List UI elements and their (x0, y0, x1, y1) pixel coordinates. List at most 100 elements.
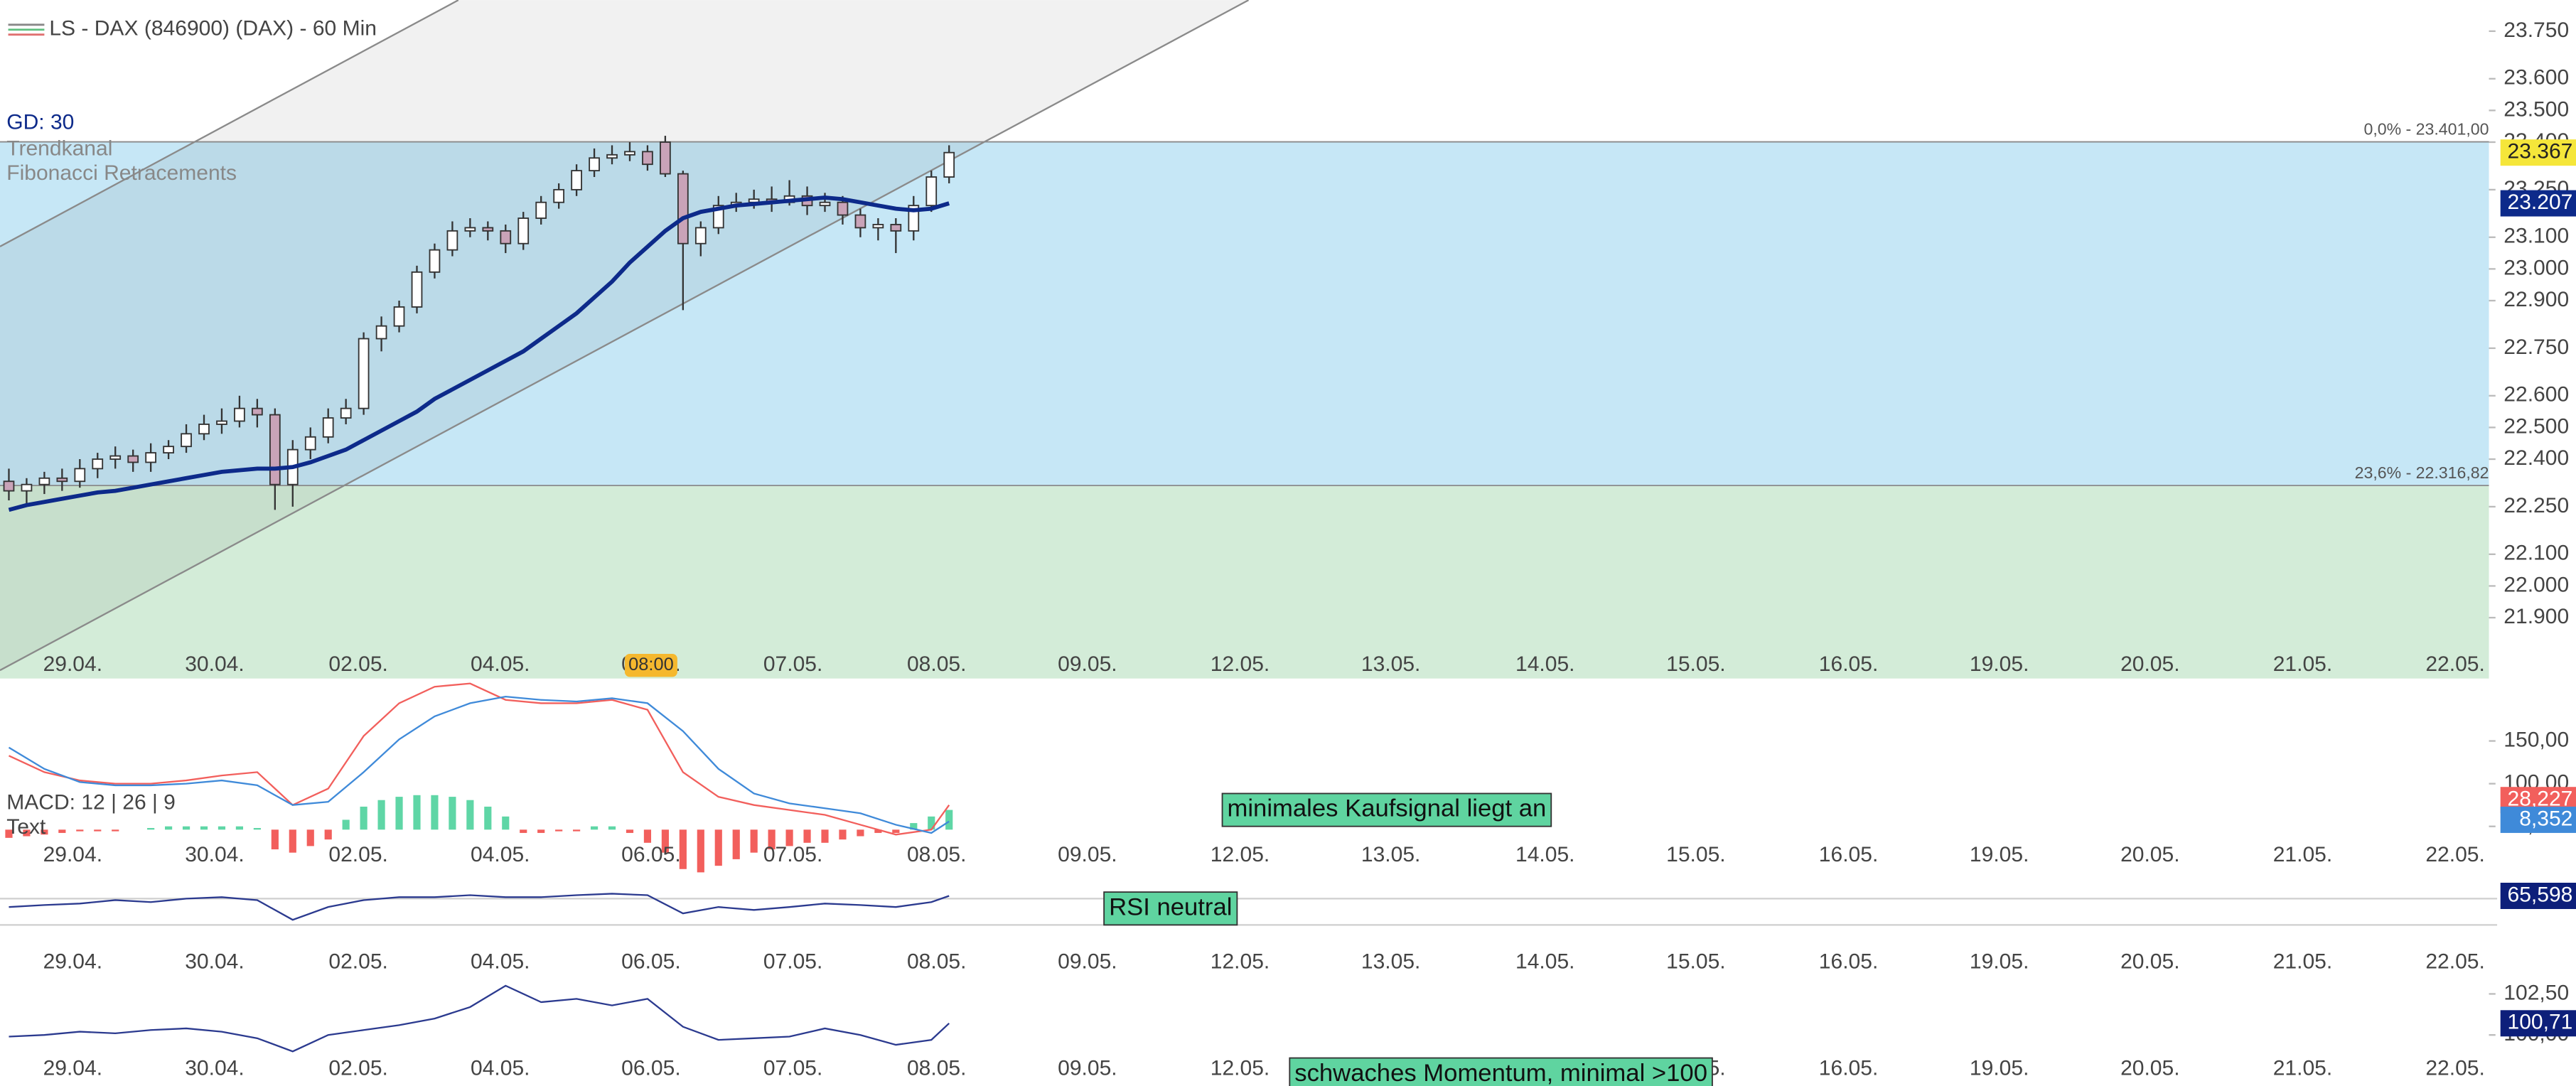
candle-body (340, 407, 352, 419)
x-tick-label: 19.05. (1970, 652, 2029, 676)
candle-body (872, 224, 884, 229)
candle-body (252, 407, 263, 416)
series-line (9, 893, 950, 921)
candle-body (660, 141, 671, 175)
histogram-bar (218, 826, 226, 830)
x-tick-label: 06.05. (621, 950, 681, 973)
annotation-box (1289, 1057, 1713, 1086)
y-tick-label: 22.000 (2503, 573, 2569, 596)
histogram-bar (413, 795, 421, 830)
histogram-bar (608, 826, 616, 830)
x-tick-label: 12.05. (1211, 1057, 1270, 1080)
histogram-bar (5, 829, 13, 838)
x-tick-label: 08.05. (907, 843, 967, 866)
x-tick-label: 21.05. (2273, 950, 2333, 973)
x-tick-label: 07.05. (763, 950, 823, 973)
x-tick-label: 06.05. (621, 1057, 681, 1080)
histogram-bar (573, 829, 581, 832)
x-tick-label: 07.05. (763, 843, 823, 866)
candle-body (21, 483, 33, 492)
candle-body (269, 414, 281, 485)
histogram-bar (324, 829, 332, 840)
fib-band (0, 485, 2489, 679)
series-line (9, 984, 950, 1053)
price-badge-label: 23.207 (2508, 190, 2573, 214)
histogram-bar (502, 816, 510, 830)
x-tick-label: 21.05. (2273, 652, 2333, 676)
histogram-bar (165, 826, 173, 830)
annotation: schwaches Momentum, minimal >100 (1294, 1060, 1707, 1086)
annotation-box (1103, 891, 1238, 926)
histogram-bar (466, 800, 474, 830)
x-tick-label: 02.05. (328, 1057, 388, 1080)
y-tick-label: 23.100 (2503, 225, 2569, 248)
x-tick-label: 06.05. (621, 843, 681, 866)
y-tick-label: 23.600 (2503, 66, 2569, 90)
time-marker-box (624, 654, 677, 677)
candle-body (216, 420, 227, 425)
price-badge-label: 8,352 (2519, 807, 2572, 830)
macd-subtitle: Text (6, 815, 46, 839)
x-tick-label: 20.05. (2120, 950, 2180, 973)
x-tick-label: 14.05. (1515, 843, 1575, 866)
y-tick-label: 23.750 (2503, 18, 2569, 42)
candle-body (446, 230, 458, 251)
x-tick-label: 02.05. (328, 950, 388, 973)
x-tick-label: 09.05. (1058, 652, 1117, 676)
x-tick-label: 30.04. (185, 950, 245, 973)
x-tick-label: 21.05. (2273, 843, 2333, 866)
x-tick-label: 08.05. (907, 652, 967, 676)
candle-body (375, 325, 387, 340)
histogram-bar (76, 829, 84, 832)
macd-title: MACD: 12 | 26 | 9 (6, 790, 176, 814)
candle-body (837, 201, 849, 216)
fib-band (0, 141, 2489, 486)
x-tick-label: 29.04. (43, 652, 103, 676)
histogram-bar (520, 829, 527, 833)
fib-label: 23,6% - 22.316,82 (2355, 463, 2489, 482)
x-tick-label: 02.05. (328, 652, 388, 676)
x-tick-label: 09.05. (1058, 1057, 1117, 1080)
price-badge (2500, 883, 2576, 909)
price-badge (2500, 806, 2576, 833)
x-tick-label: 12.05. (1211, 843, 1270, 866)
x-tick-label: 04.05. (471, 652, 530, 676)
y-tick-label: 150,00 (2503, 728, 2569, 751)
y-tick-label: 102,50 (2503, 981, 2569, 1004)
y-tick-label: 23.500 (2503, 97, 2569, 121)
histogram-bar (874, 829, 882, 833)
x-tick-label: 04.05. (471, 1057, 530, 1080)
histogram-bar (484, 806, 492, 830)
histogram-bar (661, 829, 669, 853)
candle-body (322, 417, 334, 438)
y-tick-label: 22.500 (2503, 414, 2569, 438)
histogram-bar (928, 816, 935, 830)
x-tick-label: 15.05. (1666, 652, 1726, 676)
histogram-bar (803, 829, 811, 843)
y-tick-label: 22.100 (2503, 542, 2569, 565)
candle-body (624, 151, 635, 156)
histogram-bar (750, 829, 758, 853)
price-badge-label: 65,598 (2508, 883, 2573, 906)
histogram-bar (112, 829, 119, 832)
candle-body (358, 338, 370, 409)
annotation: RSI neutral (1109, 893, 1232, 920)
x-tick-label: 02.05. (328, 843, 388, 866)
histogram-bar (200, 826, 208, 830)
y-tick-label: 21.900 (2503, 605, 2569, 628)
annotation: minimales Kaufsignal liegt an (1227, 795, 1546, 822)
x-tick-label: 04.05. (471, 843, 530, 866)
x-tick-label: 30.04. (185, 1057, 245, 1080)
x-tick-label: 19.05. (1970, 843, 2029, 866)
histogram-bar (555, 829, 563, 832)
candle-body (943, 151, 955, 178)
histogram-bar (395, 797, 403, 830)
histogram-bar (253, 827, 261, 830)
y-tick-label: 23.000 (2503, 256, 2569, 279)
x-tick-label: 14.05. (1515, 950, 1575, 973)
candle-body (411, 271, 423, 308)
fib-bands (0, 141, 2489, 679)
candle-body (535, 201, 547, 219)
x-tick-label: 22.05. (2425, 1057, 2485, 1080)
candle-body (677, 173, 689, 244)
